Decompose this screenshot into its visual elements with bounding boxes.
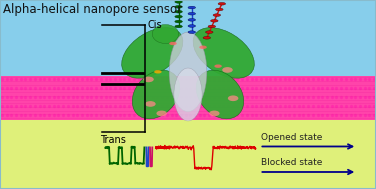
Ellipse shape (174, 68, 202, 121)
Ellipse shape (228, 95, 238, 101)
Ellipse shape (152, 25, 179, 43)
Ellipse shape (122, 28, 183, 78)
Ellipse shape (208, 25, 215, 28)
Ellipse shape (175, 25, 182, 28)
Ellipse shape (188, 6, 196, 9)
Ellipse shape (169, 42, 177, 45)
Ellipse shape (154, 70, 162, 74)
Ellipse shape (143, 77, 154, 82)
Ellipse shape (213, 14, 221, 16)
Ellipse shape (188, 12, 196, 15)
Ellipse shape (132, 70, 180, 119)
Ellipse shape (203, 36, 211, 39)
Ellipse shape (156, 111, 167, 116)
Bar (0, 120, 376, 189)
Ellipse shape (175, 1, 182, 3)
Ellipse shape (222, 67, 233, 73)
Text: Cis: Cis (148, 20, 162, 29)
Text: Trans: Trans (100, 135, 126, 145)
Bar (0, 76, 376, 120)
Ellipse shape (196, 70, 244, 119)
Text: Opened state: Opened state (261, 133, 323, 142)
Ellipse shape (145, 101, 156, 107)
Text: Blocked state: Blocked state (261, 158, 323, 167)
Ellipse shape (175, 20, 182, 23)
Ellipse shape (193, 28, 254, 78)
Ellipse shape (175, 10, 182, 13)
Ellipse shape (206, 31, 213, 33)
Bar (0, 0, 376, 76)
Ellipse shape (188, 19, 196, 21)
Ellipse shape (214, 64, 222, 68)
Ellipse shape (199, 46, 207, 49)
Ellipse shape (188, 31, 196, 33)
Ellipse shape (209, 111, 220, 116)
Ellipse shape (188, 25, 196, 27)
Ellipse shape (169, 32, 207, 112)
Ellipse shape (175, 15, 182, 18)
Ellipse shape (211, 19, 218, 22)
Ellipse shape (215, 8, 223, 11)
Ellipse shape (175, 5, 182, 8)
Text: Alpha-helical nanopore sensor: Alpha-helical nanopore sensor (3, 3, 182, 16)
Ellipse shape (218, 2, 226, 5)
